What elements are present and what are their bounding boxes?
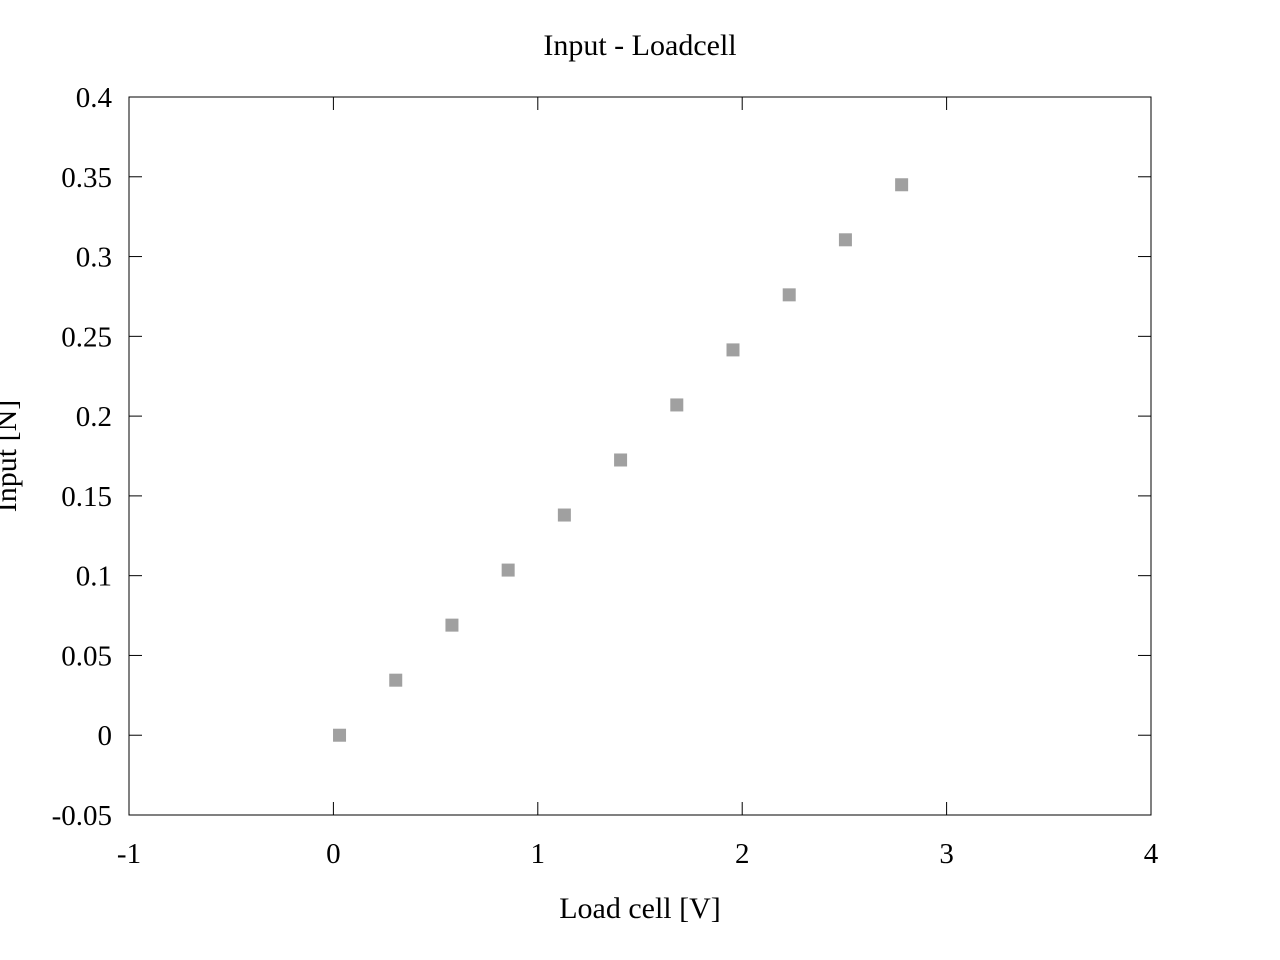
chart-title: Input - Loadcell bbox=[543, 29, 736, 62]
y-tick-label: 0.3 bbox=[76, 242, 112, 274]
data-point bbox=[389, 673, 403, 687]
x-tick-label: 3 bbox=[939, 838, 954, 870]
data-point bbox=[557, 508, 571, 522]
y-tick-label: 0.25 bbox=[61, 321, 112, 353]
x-tick-labels: -1 0 1 2 3 4 bbox=[117, 838, 1159, 870]
y-tick-label: -0.05 bbox=[52, 800, 112, 832]
y-tick-label: 0.1 bbox=[76, 561, 112, 593]
y-tick-label: 0.2 bbox=[76, 401, 112, 433]
x-tick-label: 4 bbox=[1144, 838, 1159, 870]
data-point bbox=[333, 728, 347, 742]
data-point bbox=[670, 398, 684, 412]
y-tick-label: 0.05 bbox=[61, 640, 112, 672]
axis-ticks bbox=[129, 97, 1151, 815]
data-point bbox=[838, 233, 852, 247]
data-point bbox=[445, 618, 459, 632]
x-tick-label: 1 bbox=[531, 838, 546, 870]
x-tick-label: 2 bbox=[735, 838, 750, 870]
x-tick-label: -1 bbox=[117, 838, 141, 870]
data-point bbox=[726, 343, 740, 357]
y-tick-labels: -0.05 0 0.05 0.1 0.15 0.2 0.25 0.3 0.35 0.4 bbox=[52, 82, 113, 832]
data-point bbox=[501, 563, 515, 577]
plot-frame bbox=[128, 96, 1152, 816]
y-tick-label: 0.15 bbox=[61, 481, 112, 513]
y-tick-label: 0.35 bbox=[61, 162, 112, 194]
data-point bbox=[782, 288, 796, 302]
data-point bbox=[895, 178, 909, 192]
data-points bbox=[333, 178, 909, 742]
data-point bbox=[614, 453, 628, 467]
y-tick-label: 0 bbox=[98, 720, 113, 752]
x-axis-label: Load cell [V] bbox=[559, 892, 721, 925]
y-axis-label: Input [N] bbox=[0, 400, 23, 512]
y-tick-label: 0.4 bbox=[76, 82, 113, 114]
x-tick-label: 0 bbox=[326, 838, 341, 870]
